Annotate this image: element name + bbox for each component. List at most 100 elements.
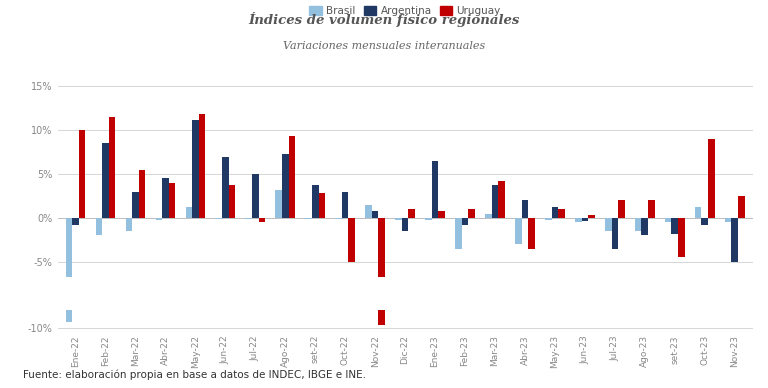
Bar <box>139 170 145 218</box>
Bar <box>402 218 409 231</box>
Bar <box>618 258 624 270</box>
Bar <box>648 258 654 270</box>
Bar <box>276 251 282 270</box>
Bar <box>402 270 409 279</box>
Bar <box>551 263 558 270</box>
Bar <box>588 268 594 270</box>
Bar <box>648 201 654 218</box>
Bar <box>725 270 731 272</box>
Bar <box>66 218 72 297</box>
Bar <box>156 218 162 220</box>
Bar <box>252 241 259 270</box>
Bar <box>558 209 564 218</box>
Bar <box>186 208 192 218</box>
Bar <box>169 246 175 270</box>
Bar <box>432 161 439 218</box>
Bar <box>731 218 738 262</box>
Bar <box>72 218 79 225</box>
Bar <box>222 156 229 218</box>
Bar <box>575 270 581 272</box>
Bar <box>432 232 439 270</box>
Bar <box>109 203 115 270</box>
Bar <box>701 270 708 274</box>
Bar <box>708 139 714 218</box>
Bar <box>738 255 744 270</box>
Bar <box>246 218 252 219</box>
Bar <box>545 218 551 220</box>
Bar <box>306 218 312 219</box>
Bar <box>102 144 109 218</box>
Bar <box>192 204 199 270</box>
Bar <box>695 263 701 270</box>
Bar <box>229 248 235 270</box>
Bar <box>282 154 289 218</box>
Bar <box>611 270 618 290</box>
Bar <box>425 270 432 271</box>
Bar <box>199 201 205 270</box>
Bar <box>468 264 475 270</box>
Bar <box>289 136 295 218</box>
Bar <box>336 218 342 219</box>
Bar <box>731 270 738 299</box>
Bar <box>342 252 349 270</box>
Bar <box>162 178 169 218</box>
Bar <box>665 270 671 272</box>
Bar <box>671 270 678 280</box>
Bar <box>492 185 498 218</box>
Text: Variaciones mensuales interanuales: Variaciones mensuales interanuales <box>283 41 485 51</box>
Bar <box>581 270 588 272</box>
Bar <box>515 270 521 287</box>
Bar <box>126 270 132 279</box>
Bar <box>79 211 85 270</box>
Bar <box>665 218 671 222</box>
Bar <box>409 264 415 270</box>
Bar <box>102 220 109 270</box>
Bar <box>259 270 265 272</box>
Bar <box>551 208 558 218</box>
Bar <box>319 193 325 218</box>
Bar <box>229 185 235 218</box>
Bar <box>558 264 564 270</box>
Bar <box>588 215 594 218</box>
Bar <box>462 270 468 274</box>
Bar <box>671 218 678 234</box>
Bar <box>641 218 648 236</box>
Bar <box>528 218 535 249</box>
Bar <box>192 120 199 218</box>
Text: Fuente: elaboración propia en base a datos de INDEC, IBGE e INE.: Fuente: elaboración propia en base a dat… <box>23 370 366 380</box>
Bar <box>156 270 162 271</box>
Bar <box>528 270 535 290</box>
Bar <box>521 258 528 270</box>
Bar <box>462 218 468 225</box>
Bar <box>379 218 385 301</box>
Bar <box>276 190 282 218</box>
Bar <box>199 114 205 218</box>
Bar <box>319 253 325 270</box>
Bar <box>425 218 432 220</box>
Bar <box>515 218 521 244</box>
Bar <box>132 252 139 270</box>
Bar <box>455 218 462 249</box>
Bar <box>695 208 701 218</box>
Bar <box>79 130 85 218</box>
Bar <box>342 192 349 218</box>
Bar <box>72 270 79 274</box>
Bar <box>216 218 222 219</box>
Bar <box>485 267 492 270</box>
Bar <box>282 227 289 270</box>
Bar <box>96 270 102 281</box>
Bar <box>498 245 505 270</box>
Bar <box>485 213 492 218</box>
Bar <box>575 218 581 222</box>
Bar <box>618 201 624 218</box>
Bar <box>701 218 708 225</box>
Bar <box>492 248 498 270</box>
Legend: Brasil, Argentina, Uruguay: Brasil, Argentina, Uruguay <box>305 2 505 21</box>
Bar <box>349 270 355 299</box>
Bar <box>439 211 445 218</box>
Bar <box>259 218 265 222</box>
Bar <box>455 270 462 290</box>
Bar <box>312 185 319 218</box>
Bar <box>366 205 372 218</box>
Bar <box>349 218 355 262</box>
